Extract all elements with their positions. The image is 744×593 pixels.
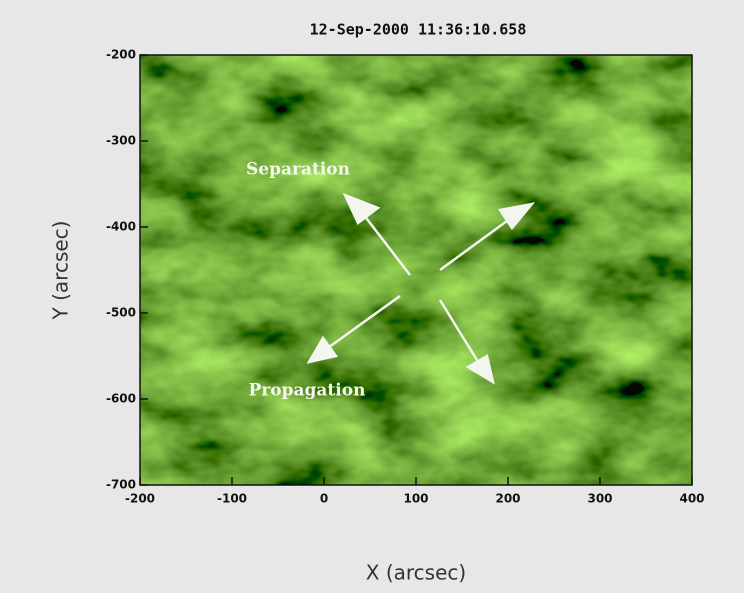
chart-title: 12-Sep-2000 11:36:10.658	[310, 21, 527, 39]
x-tick-label: 400	[679, 492, 704, 506]
x-tick-label: 300	[587, 492, 612, 506]
annotation: Propagation	[249, 381, 366, 401]
y-axis-label: Y (arcsec)	[49, 221, 73, 321]
y-tick-label: -500	[106, 306, 136, 320]
annotation: Separation	[246, 160, 350, 180]
y-tick-label: -700	[106, 478, 136, 492]
figure: Separation Propagation 12-Sep-2000 11:36…	[0, 0, 744, 593]
y-tick-label: -400	[106, 220, 136, 234]
image-texture	[140, 55, 692, 485]
x-tick-label: 0	[320, 492, 328, 506]
y-tick-label: -600	[106, 392, 136, 406]
x-tick-label: -100	[217, 492, 247, 506]
x-tick-label: -200	[125, 492, 155, 506]
x-tick-label: 200	[495, 492, 520, 506]
y-tick-label: -300	[106, 134, 136, 148]
solar-image	[140, 55, 692, 485]
y-tick-label: -200	[106, 48, 136, 62]
x-axis-label: X (arcsec)	[366, 561, 466, 585]
x-tick-label: 100	[403, 492, 428, 506]
